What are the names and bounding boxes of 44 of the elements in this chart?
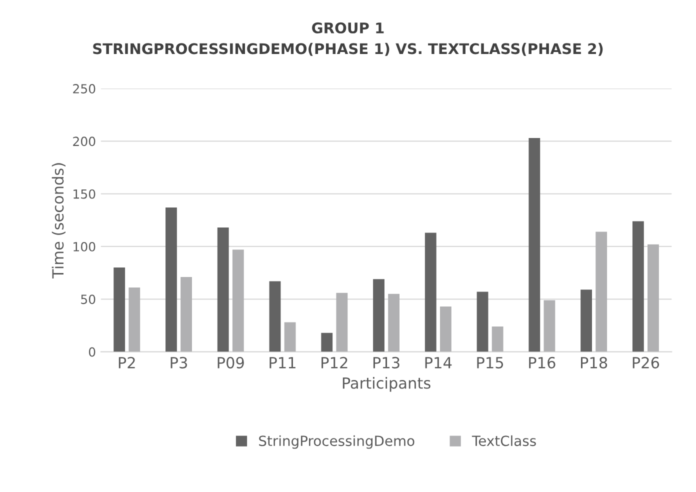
- legend-label: StringProcessingDemo: [259, 435, 414, 449]
- x-tick-label: P18: [580, 356, 608, 368]
- x-tick-label: P12: [322, 356, 348, 368]
- bar: [128, 288, 140, 352]
- x-axis-title: Participants: [342, 376, 430, 392]
- bar: [217, 228, 229, 352]
- bar: [284, 322, 296, 352]
- y-tick-label: 50: [81, 294, 96, 304]
- bar: [232, 250, 244, 352]
- x-tick-label: P26: [632, 356, 660, 368]
- bar: [424, 232, 436, 352]
- x-tick-label: P13: [373, 356, 400, 368]
- bar: [166, 208, 177, 352]
- bar: [388, 294, 400, 352]
- y-tick-label: 200: [73, 136, 96, 146]
- legend-label: TextClass: [472, 435, 536, 446]
- bar: [269, 281, 281, 352]
- y-tick-label: 0: [88, 347, 96, 357]
- bar: [476, 292, 488, 352]
- x-tick-label: P16: [529, 356, 556, 368]
- x-tick-label: P15: [477, 357, 504, 368]
- y-tick-label: 250: [73, 84, 96, 94]
- bar: [648, 244, 659, 352]
- bar: [321, 332, 333, 352]
- y-tick-label: 150: [74, 189, 96, 199]
- x-tick-label: P3: [170, 356, 187, 368]
- bar: [596, 232, 608, 352]
- bar: [336, 292, 348, 352]
- x-tick-label: P14: [425, 357, 452, 368]
- x-tick-label: P2: [118, 356, 135, 368]
- y-tick-label: 100: [74, 242, 96, 252]
- bar: [492, 326, 504, 352]
- x-tick-label: P09: [218, 356, 244, 368]
- bar: [114, 268, 126, 352]
- bar: [544, 300, 556, 352]
- bar: [440, 306, 452, 352]
- bar: [373, 279, 384, 352]
- chart-title: GROUP 1 STRINGPROCESSINGDEMO(PHASE 1) VS. TEXTCLASS(PHASE 2): [93, 22, 603, 56]
- x-tick-label: P11: [270, 357, 296, 368]
- bar: [528, 138, 540, 352]
- bar: [580, 290, 592, 352]
- bar: [632, 221, 644, 352]
- y-axis-title: Time (seconds): [52, 163, 66, 279]
- bar: [180, 277, 192, 352]
